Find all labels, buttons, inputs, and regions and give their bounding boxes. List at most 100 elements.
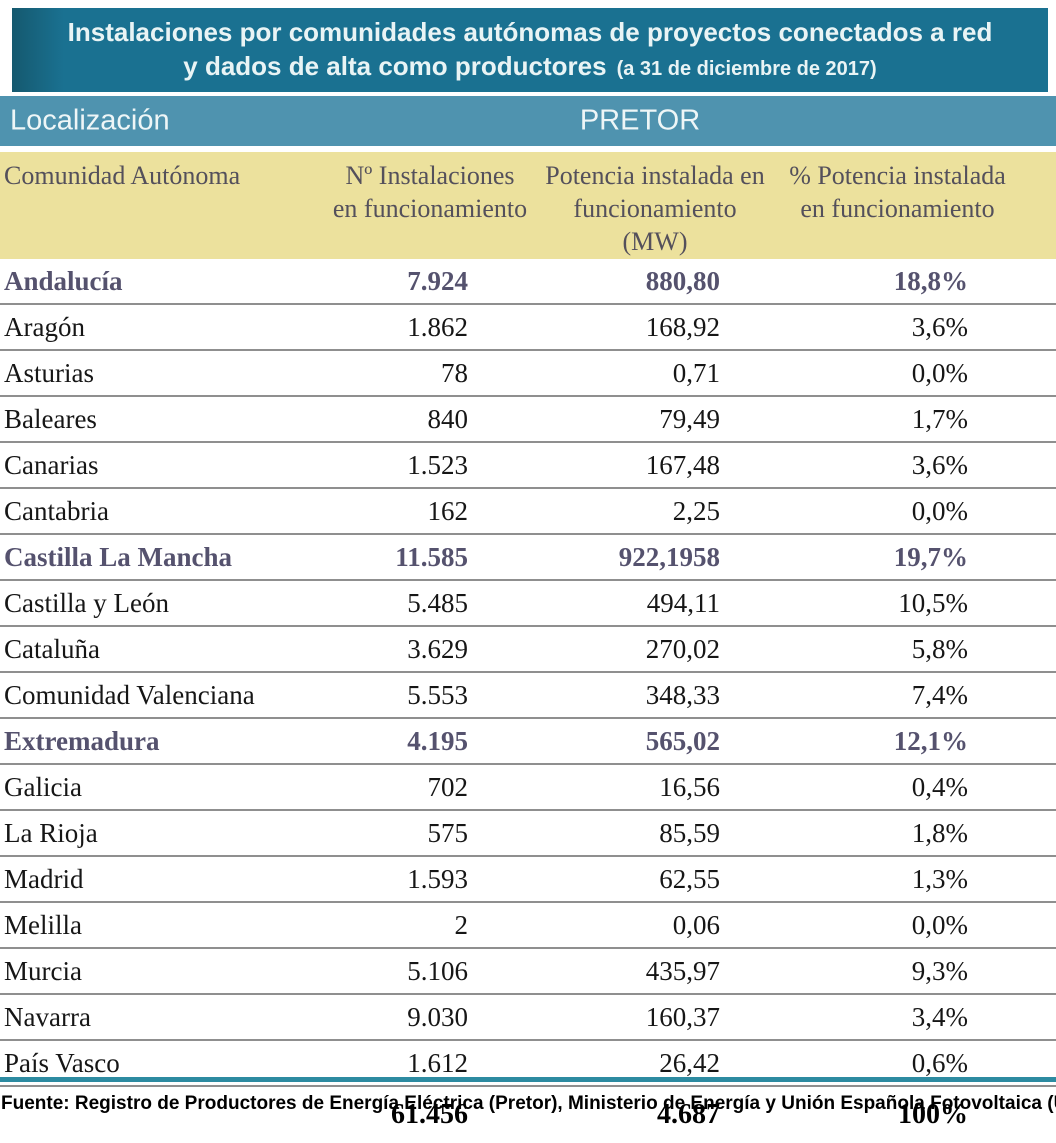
installations-cell: 5.106 — [320, 948, 540, 995]
row-spacer-cell — [1025, 488, 1056, 535]
table-row: Comunidad Valenciana 5.553 348,33 7,4% — [0, 672, 1056, 719]
percentage-cell: 10,5% — [770, 580, 1025, 627]
percentage-cell: 0,0% — [770, 350, 1025, 397]
community-name-cell: Baleares — [0, 396, 320, 443]
table-row: Aragón 1.862 168,92 3,6% — [0, 304, 1056, 351]
percentage-cell: 1,8% — [770, 810, 1025, 857]
community-name-cell: Canarias — [0, 442, 320, 489]
installations-cell: 1.593 — [320, 856, 540, 903]
installations-cell: 1.862 — [320, 304, 540, 351]
row-spacer-cell — [1025, 304, 1056, 351]
installations-cell: 3.629 — [320, 626, 540, 673]
row-spacer-cell — [1025, 534, 1056, 581]
power-mw-cell: 922,1958 — [540, 534, 770, 581]
power-mw-cell: 168,92 — [540, 304, 770, 351]
installations-cell: 2 — [320, 902, 540, 949]
power-mw-cell: 160,37 — [540, 994, 770, 1041]
location-band: Localización PRETOR — [0, 96, 1056, 146]
row-spacer-cell — [1025, 396, 1056, 443]
table-header: Comunidad Autónoma Nº Instalaciones en f… — [0, 152, 1056, 259]
community-name-cell: Aragón — [0, 304, 320, 351]
installations-cell: 702 — [320, 764, 540, 811]
power-mw-cell: 880,80 — [540, 259, 770, 305]
community-name-cell: Cataluña — [0, 626, 320, 673]
community-name-cell: Melilla — [0, 902, 320, 949]
installations-cell: 162 — [320, 488, 540, 535]
percentage-cell: 12,1% — [770, 718, 1025, 765]
column-header-porcentaje-line2: en funcionamiento — [800, 194, 995, 223]
community-name-cell: Galicia — [0, 764, 320, 811]
row-spacer-cell — [1025, 626, 1056, 673]
power-mw-cell: 0,71 — [540, 350, 770, 397]
row-spacer-cell — [1025, 810, 1056, 857]
table-row: Galicia 702 16,56 0,4% — [0, 764, 1056, 811]
installations-table: Comunidad Autónoma Nº Instalaciones en f… — [0, 152, 1056, 1143]
column-header-comunidad: Comunidad Autónoma — [0, 152, 320, 259]
community-name-cell: Andalucía — [0, 259, 320, 305]
percentage-cell: 9,3% — [770, 948, 1025, 995]
installations-cell: 5.553 — [320, 672, 540, 719]
table-row: Cataluña 3.629 270,02 5,8% — [0, 626, 1056, 673]
power-mw-cell: 79,49 — [540, 396, 770, 443]
table-row: Navarra 9.030 160,37 3,4% — [0, 994, 1056, 1041]
table-row: Baleares 840 79,49 1,7% — [0, 396, 1056, 443]
community-name-cell: Navarra — [0, 994, 320, 1041]
row-spacer-cell — [1025, 718, 1056, 765]
installations-cell: 7.924 — [320, 259, 540, 305]
table-row: Madrid 1.593 62,55 1,3% — [0, 856, 1056, 903]
row-spacer-cell — [1025, 580, 1056, 627]
installations-cell: 840 — [320, 396, 540, 443]
community-name-cell: Cantabria — [0, 488, 320, 535]
power-mw-cell: 348,33 — [540, 672, 770, 719]
localizacion-label: Localización — [10, 104, 170, 137]
table-row: Canarias 1.523 167,48 3,6% — [0, 442, 1056, 489]
column-header-potencia-line1: Potencia instalada en — [545, 161, 765, 190]
community-name-cell: Asturias — [0, 350, 320, 397]
power-mw-cell: 85,59 — [540, 810, 770, 857]
installations-cell: 78 — [320, 350, 540, 397]
installations-cell: 11.585 — [320, 534, 540, 581]
table-row: Asturias 78 0,71 0,0% — [0, 350, 1056, 397]
source-citation: Fuente: Registro de Productores de Energ… — [1, 1093, 1056, 1114]
table-row: Castilla La Mancha 11.585 922,1958 19,7% — [0, 534, 1056, 581]
power-mw-cell: 62,55 — [540, 856, 770, 903]
power-mw-cell: 16,56 — [540, 764, 770, 811]
row-spacer-cell — [1025, 994, 1056, 1041]
community-name-cell: Madrid — [0, 856, 320, 903]
community-name-cell: Comunidad Valenciana — [0, 672, 320, 719]
installations-cell: 1.523 — [320, 442, 540, 489]
community-name-cell: Castilla La Mancha — [0, 534, 320, 581]
row-spacer-cell — [1025, 442, 1056, 489]
power-mw-cell: 435,97 — [540, 948, 770, 995]
table-body: Andalucía 7.924 880,80 18,8% Aragón 1.86… — [0, 259, 1056, 1087]
power-mw-cell: 270,02 — [540, 626, 770, 673]
percentage-cell: 19,7% — [770, 534, 1025, 581]
column-header-porcentaje: % Potencia instalada en funcionamiento — [770, 152, 1025, 259]
table-row: La Rioja 575 85,59 1,8% — [0, 810, 1056, 857]
table-row: Castilla y León 5.485 494,11 10,5% — [0, 580, 1056, 627]
column-header-potencia: Potencia instalada en funcionamiento (MW… — [540, 152, 770, 259]
page-title-line1: Instalaciones por comunidades autónomas … — [67, 16, 993, 47]
power-mw-cell: 0,06 — [540, 902, 770, 949]
row-spacer-cell — [1025, 856, 1056, 903]
percentage-cell: 3,6% — [770, 442, 1025, 489]
column-header-spacer — [1025, 152, 1056, 259]
percentage-cell: 3,4% — [770, 994, 1025, 1041]
installations-cell: 4.195 — [320, 718, 540, 765]
row-spacer-cell — [1025, 764, 1056, 811]
table-row: Murcia 5.106 435,97 9,3% — [0, 948, 1056, 995]
percentage-cell: 7,4% — [770, 672, 1025, 719]
row-spacer-cell — [1025, 948, 1056, 995]
installations-cell: 5.485 — [320, 580, 540, 627]
title-bar: Instalaciones por comunidades autónomas … — [12, 8, 1048, 92]
installations-cell: 575 — [320, 810, 540, 857]
column-header-instalaciones-line2: en funcionamiento — [332, 194, 528, 223]
table-row: Extremadura 4.195 565,02 12,1% — [0, 718, 1056, 765]
page-title-line2-text: y dados de alta como productores — [183, 50, 607, 81]
percentage-cell: 1,3% — [770, 856, 1025, 903]
title-date-note: (a 31 de diciembre de 2017) — [616, 57, 877, 80]
pretor-label: PRETOR — [579, 104, 701, 137]
percentage-cell: 5,8% — [770, 626, 1025, 673]
percentage-cell: 18,8% — [770, 259, 1025, 305]
table-row: Andalucía 7.924 880,80 18,8% — [0, 259, 1056, 305]
